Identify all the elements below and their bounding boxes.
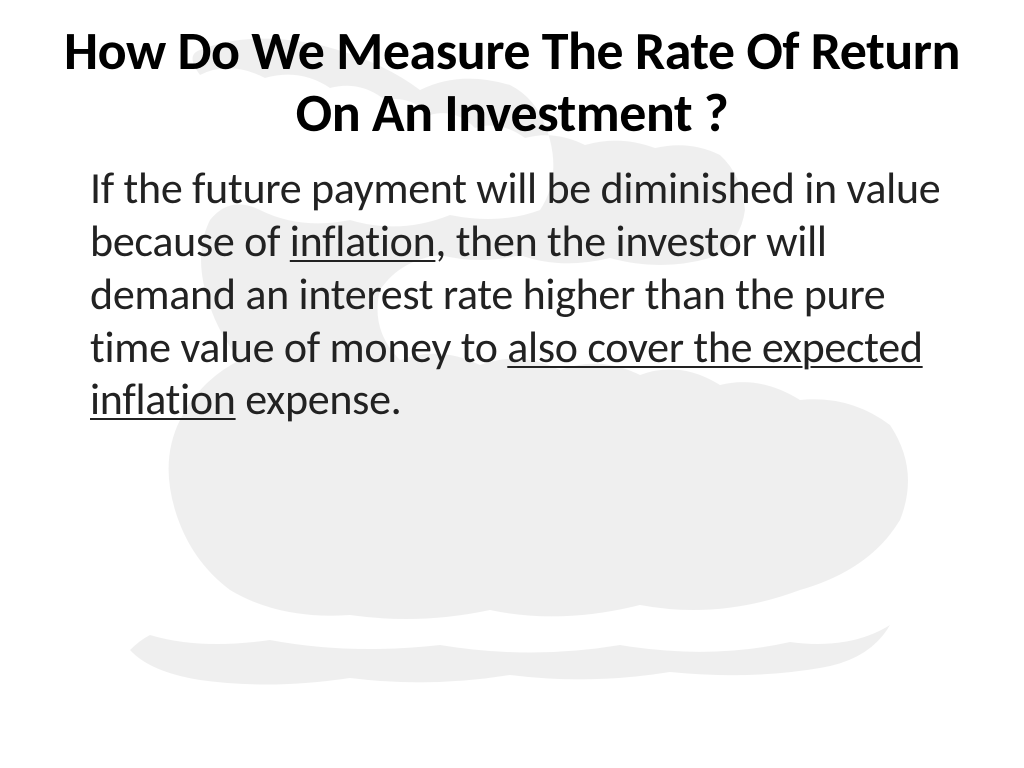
slide-content: How Do We Measure The Rate Of Return On … <box>0 0 1024 426</box>
body-part-3: expense. <box>236 372 402 426</box>
slide-body: If the future payment will be diminished… <box>30 144 994 426</box>
body-underline-1: inflation <box>290 214 436 268</box>
slide-title: How Do We Measure The Rate Of Return On … <box>30 20 994 144</box>
